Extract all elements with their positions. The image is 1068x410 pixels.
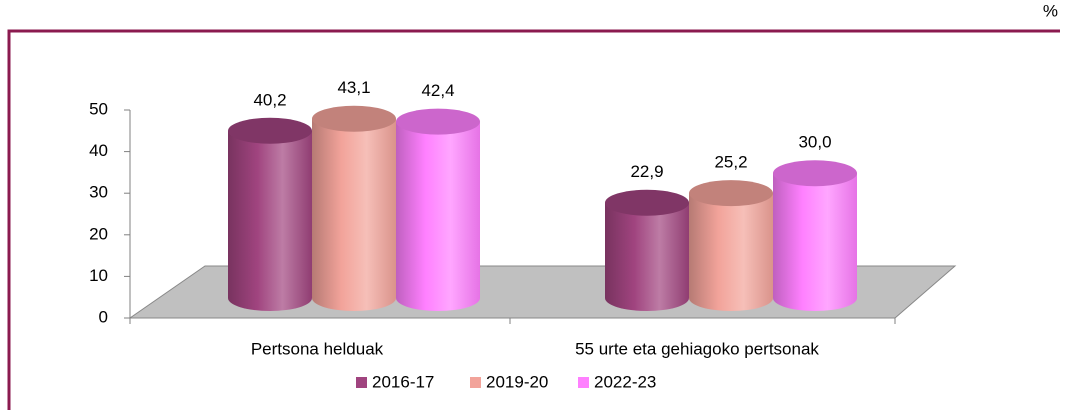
cylinder-body bbox=[773, 173, 857, 298]
frame bbox=[7, 29, 1060, 410]
cylinder-top bbox=[312, 105, 396, 132]
x-tick-label: Pertsona helduak bbox=[251, 339, 384, 358]
unit-label: % bbox=[1043, 1, 1058, 20]
legend-swatch bbox=[578, 377, 589, 388]
legend-label: 2019-20 bbox=[486, 372, 548, 391]
y-tick-label: 30 bbox=[89, 183, 108, 202]
cylinder-bottom bbox=[228, 285, 312, 311]
y-tick-label: 10 bbox=[89, 266, 108, 285]
cylinder-bottom bbox=[312, 285, 396, 311]
y-tick-label: 40 bbox=[89, 141, 108, 160]
legend-label: 2016-17 bbox=[372, 372, 434, 391]
legend-swatch bbox=[356, 377, 367, 388]
cylinder bbox=[228, 117, 312, 311]
value-label: 30,0 bbox=[798, 133, 831, 152]
cylinder-body bbox=[605, 202, 689, 298]
y-tick-label: 50 bbox=[89, 99, 108, 118]
cylinder-bottom bbox=[773, 285, 857, 311]
cylinder-body bbox=[396, 121, 480, 298]
value-label: 22,9 bbox=[630, 162, 663, 181]
cylinder bbox=[605, 189, 689, 311]
value-label: 25,2 bbox=[714, 153, 747, 172]
cylinder bbox=[312, 105, 396, 311]
cylinder-body bbox=[228, 130, 312, 298]
cylinder bbox=[396, 108, 480, 311]
legend-swatch bbox=[470, 377, 481, 388]
legend-label: 2022-23 bbox=[594, 372, 656, 391]
cylinder-top bbox=[605, 189, 689, 216]
x-tick-label: 55 urte eta gehiagoko pertsonak bbox=[575, 339, 819, 358]
y-tick-label: 0 bbox=[99, 307, 108, 326]
cylinder-top bbox=[228, 117, 312, 144]
cylinder-bottom bbox=[396, 285, 480, 311]
value-label: 40,2 bbox=[253, 90, 286, 109]
cylinder-top bbox=[773, 160, 857, 187]
cylinder-bottom bbox=[605, 285, 689, 311]
cylinder bbox=[689, 180, 773, 311]
cylinder-top bbox=[689, 180, 773, 207]
cylinder-bottom bbox=[689, 285, 773, 311]
cylinder bbox=[773, 160, 857, 311]
value-label: 42,4 bbox=[421, 81, 454, 100]
value-label: 43,1 bbox=[337, 78, 370, 97]
y-tick-label: 20 bbox=[89, 224, 108, 243]
cylinder-top bbox=[396, 108, 480, 135]
cylinder-body bbox=[689, 193, 773, 298]
cylinder-body bbox=[312, 118, 396, 298]
